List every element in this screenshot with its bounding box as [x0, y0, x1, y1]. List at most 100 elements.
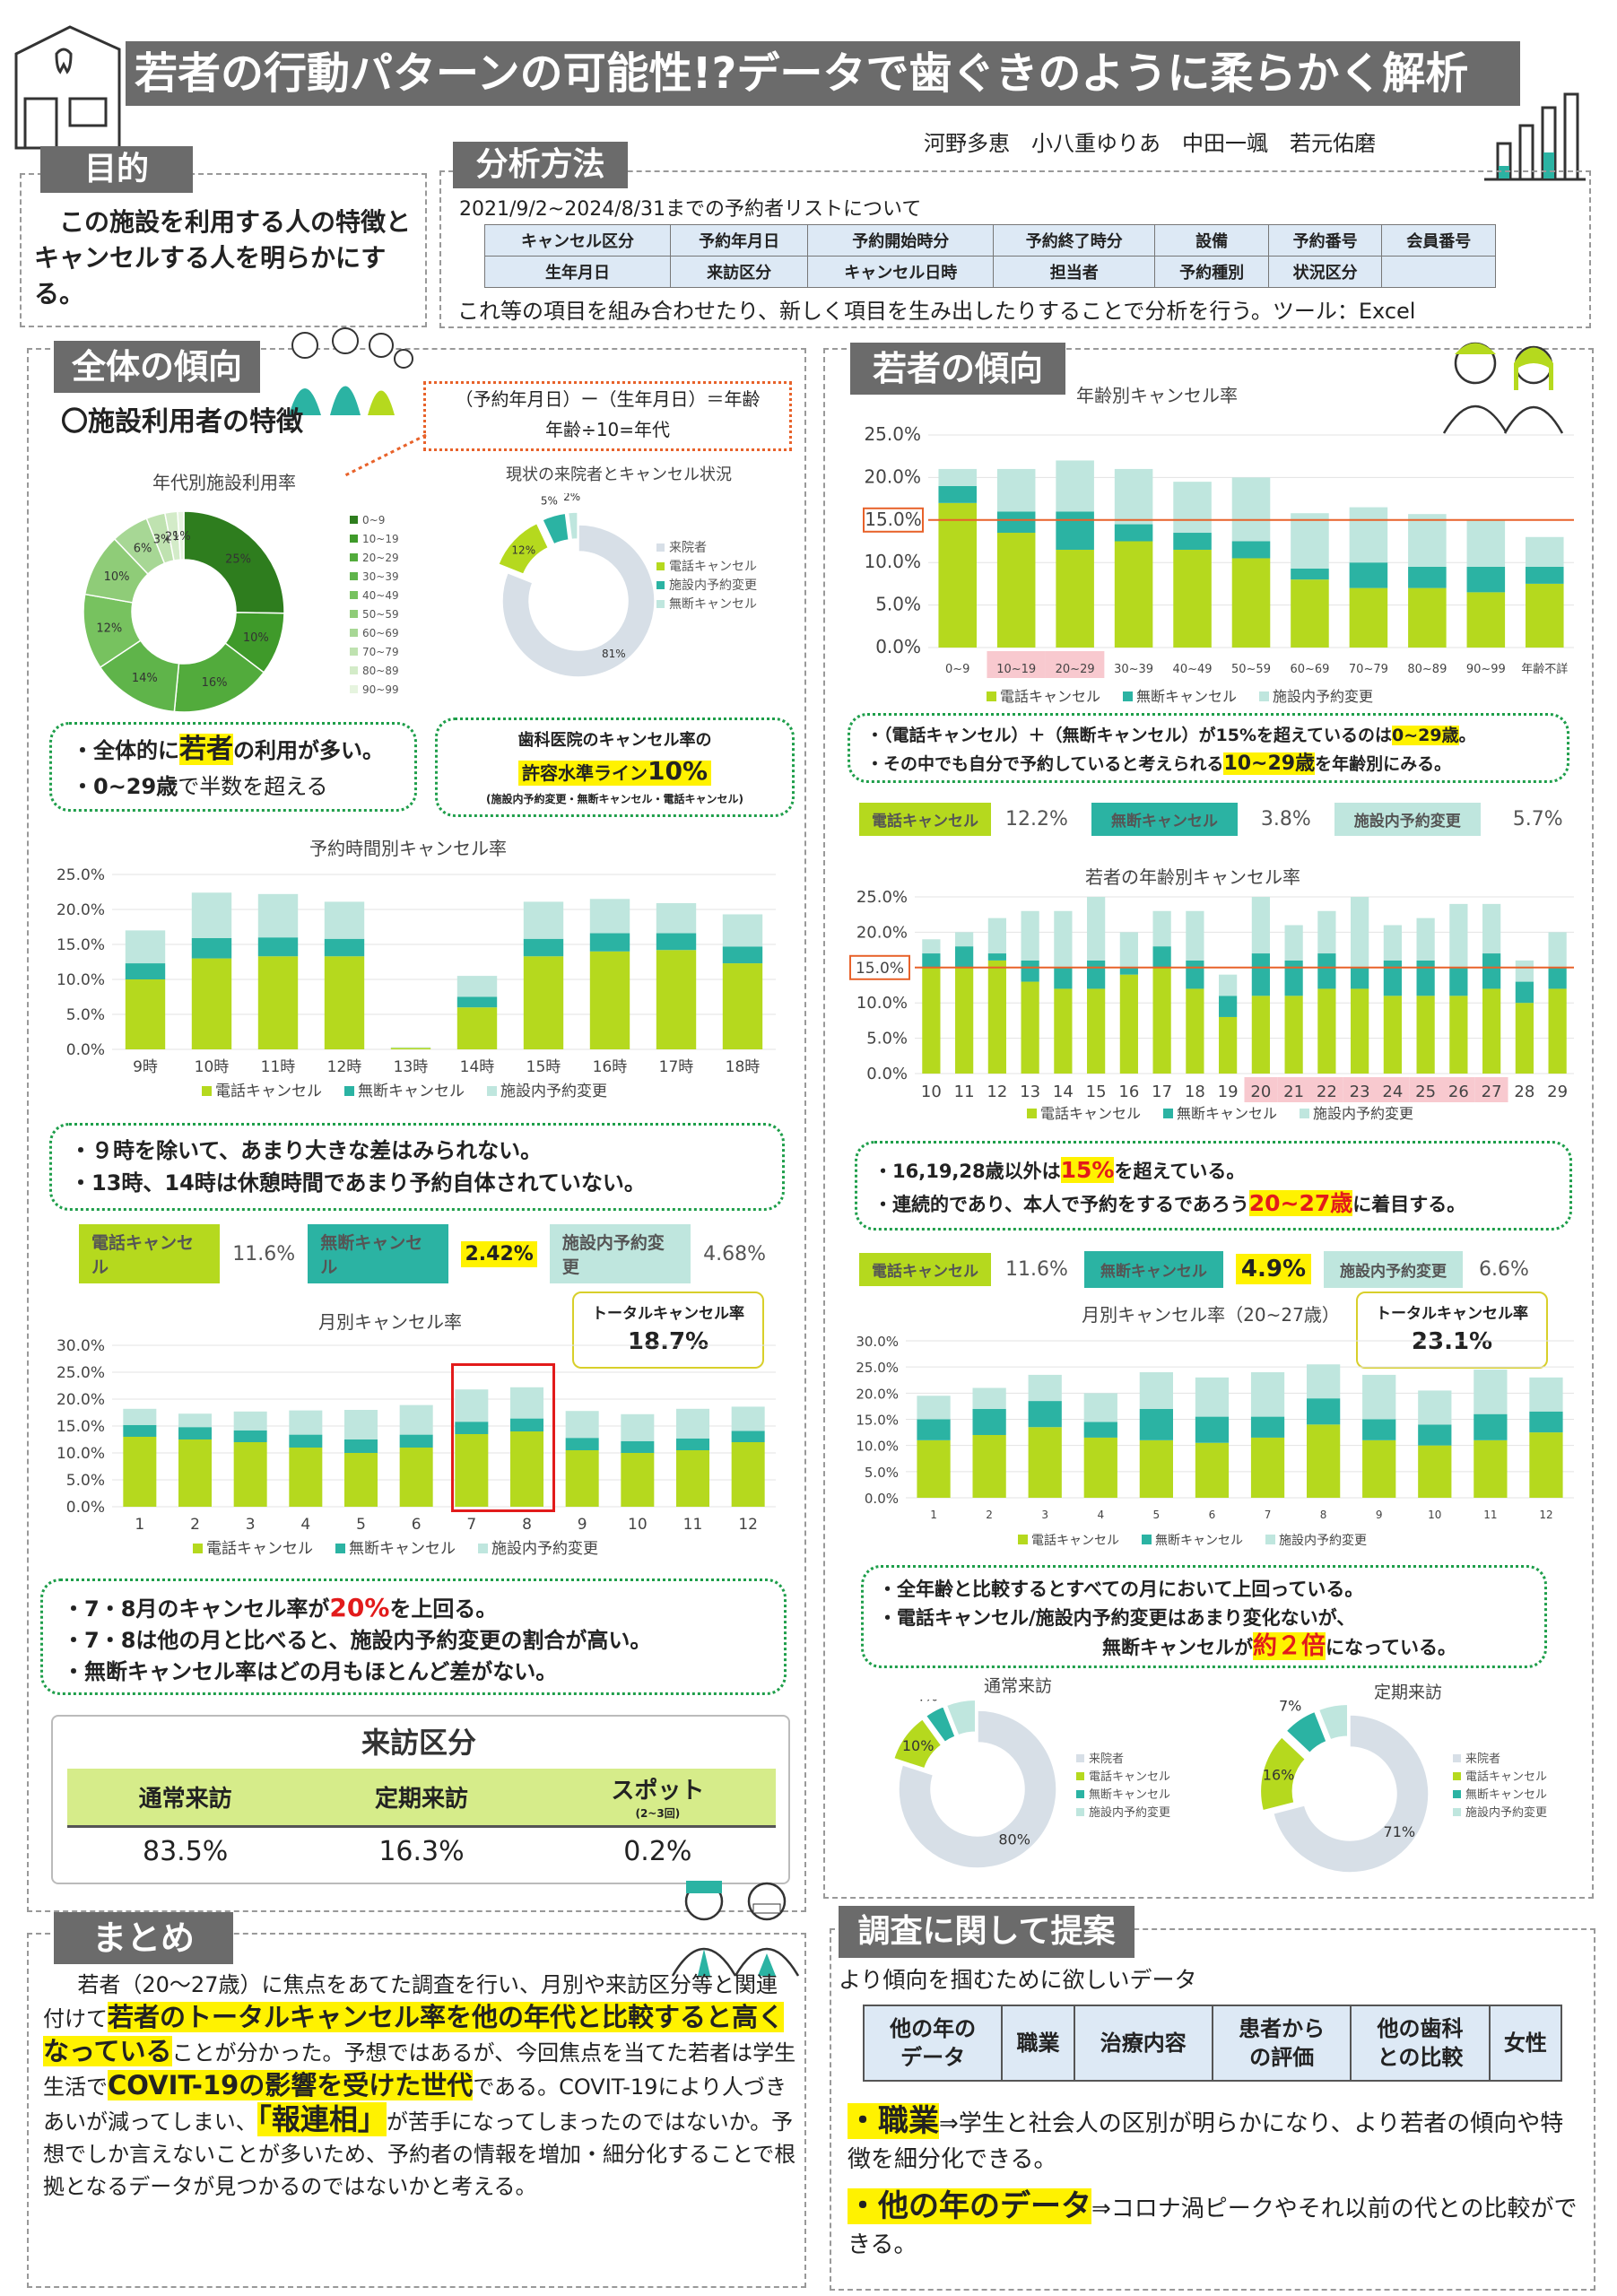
x-tick-label: 20	[1250, 1083, 1271, 1101]
y-tick-label: 20.0%	[856, 923, 908, 942]
x-tick-label: 50~59	[1231, 663, 1271, 676]
x-tick-label: 11	[954, 1083, 975, 1101]
y-tick-label: 0.0%	[66, 1041, 105, 1059]
x-tick-label: 26	[1448, 1083, 1469, 1101]
x-tick-label: 40~49	[1173, 663, 1213, 676]
bar-segment	[1474, 1439, 1508, 1498]
age-cancel-bar-chart: 0.0% 5.0% 10.0% 15.0% 20.0% 25.0% 0~9 10~19 20~2…	[863, 423, 1574, 705]
proposal-item-cell: 治療内容	[1073, 2005, 1213, 2082]
bar-segment	[510, 1387, 543, 1419]
summary-box	[27, 1933, 806, 2288]
bar-segment	[1021, 981, 1039, 1074]
bar-segment	[1291, 579, 1329, 648]
month-chart-title: 月別キャンセル率	[318, 1311, 462, 1333]
bar-segment	[1087, 897, 1106, 961]
y-tick-label: 30.0%	[856, 1334, 899, 1350]
legend-label: 電話キャンセル	[1000, 688, 1100, 705]
young-age-cancel-bar-chart: 0.0% 5.0% 10.0% 15.0% 20.0% 25.0% 10 11 12 13 14 15…	[849, 888, 1574, 1122]
bar-segment	[1021, 910, 1039, 961]
bar-segment	[1152, 910, 1171, 947]
method-item-cell: 担当者	[993, 256, 1156, 288]
bar-segment	[1119, 967, 1138, 975]
bar-segment	[399, 1405, 433, 1435]
bar-segment	[656, 950, 697, 1049]
legend-label: 無断キャンセル	[1465, 1788, 1547, 1802]
bar-segment	[523, 938, 564, 957]
bar-segment	[523, 956, 564, 1049]
bar-segment	[1526, 583, 1564, 648]
method-item-cell: 予約年月日	[669, 224, 809, 257]
x-tick-label: 10	[628, 1516, 648, 1534]
bar-segment	[565, 1411, 599, 1439]
slice-data-label: 71%	[1384, 1823, 1416, 1840]
y-tick-label: 5.0%	[875, 594, 921, 615]
legend-label: 無断キャンセル	[1089, 1788, 1170, 1802]
x-tick-label: 16時	[593, 1058, 628, 1076]
bar-segment	[1349, 507, 1388, 563]
x-tick-label: 80~89	[1407, 663, 1447, 676]
hour-cancel-bar-chart: 0.0% 5.0% 10.0% 15.0% 20.0% 25.0% 9時 10時 11時 12時 1…	[57, 866, 776, 1100]
x-tick-label: 8	[522, 1516, 532, 1534]
visit-type-table: 通常来訪 定期来訪 スポット (2~3回) 83.5% 16.3% 0.2%	[67, 1769, 776, 1876]
bar-segment	[123, 1424, 157, 1437]
legend-label: 施設内予約変更	[1089, 1805, 1170, 1820]
proposal-box	[830, 1928, 1595, 2291]
x-tick-label: 28	[1514, 1083, 1534, 1101]
bar-segment	[955, 967, 974, 1074]
y-tick-label: 5.0%	[66, 1006, 105, 1024]
bar-segment	[1362, 1374, 1396, 1420]
bar-segment	[1474, 1370, 1508, 1414]
x-tick-label: 8	[1320, 1509, 1327, 1521]
young-month-chart-title: 月別キャンセル率（20~27歳）	[1082, 1304, 1340, 1326]
bar-segment	[344, 1410, 378, 1439]
donut-slice	[892, 1718, 943, 1770]
x-tick-label: 10時	[195, 1058, 230, 1076]
x-tick-label: 60~69	[1290, 663, 1329, 676]
bar-segment	[1307, 1398, 1341, 1425]
legend-label: 20~29	[362, 552, 399, 564]
legend-swatch	[350, 648, 358, 656]
x-tick-label: 23	[1350, 1083, 1370, 1101]
legend-swatch	[350, 591, 358, 599]
method-item-cell: 予約種別	[1154, 256, 1269, 288]
bar-segment	[565, 1438, 599, 1450]
authors: 河野多恵 小八重ゆりあ 中田一颯 若元佑磨	[924, 131, 1376, 156]
method-item-cell: 予約番号	[1267, 224, 1383, 257]
bar-segment	[1317, 910, 1336, 954]
legend-label: 無断キャンセル	[1155, 1534, 1243, 1548]
bar-segment	[1408, 566, 1447, 588]
x-tick-label: 1	[930, 1509, 937, 1521]
legend-label: 電話キャンセル	[669, 559, 757, 574]
bar-segment	[972, 1435, 1006, 1498]
x-tick-label: 10	[1428, 1509, 1441, 1521]
bar-segment	[1028, 1374, 1062, 1402]
bar-segment	[1526, 536, 1564, 567]
bar-segment	[178, 1427, 212, 1439]
bar-segment	[1056, 549, 1094, 648]
y-tick-label: 15.0%	[57, 936, 105, 954]
bar-segment	[1119, 974, 1138, 1074]
bar-segment	[1028, 1427, 1062, 1498]
slice-data-label: 4%	[915, 1700, 937, 1705]
age-usage-chart-title: 年代別施設利用率	[152, 472, 296, 493]
x-tick-label: 30~39	[1114, 663, 1153, 676]
x-tick-label: 24	[1382, 1083, 1403, 1101]
bar-segment	[1114, 541, 1153, 648]
bar-segment	[510, 1418, 543, 1431]
bar-segment	[1250, 1437, 1285, 1498]
bar-segment	[656, 933, 697, 951]
young-rates-row-2: 電話キャンセル 11.6% 無断キャンセル 4.9% 施設内予約変更 6.6%	[859, 1249, 1577, 1289]
bar-segment	[1362, 1439, 1396, 1498]
slice-data-label: 10%	[902, 1737, 935, 1754]
slice-data-label: 1%	[172, 530, 191, 544]
x-tick-label: 4	[1097, 1509, 1104, 1521]
bar-segment	[621, 1453, 655, 1507]
legend-swatch	[1163, 1109, 1173, 1118]
method-item-cell: 生年月日	[484, 256, 671, 288]
bar-segment	[1307, 1364, 1341, 1399]
bar-segment	[1173, 482, 1212, 534]
bar-segment	[1186, 988, 1204, 1074]
bar-segment	[1231, 558, 1271, 648]
